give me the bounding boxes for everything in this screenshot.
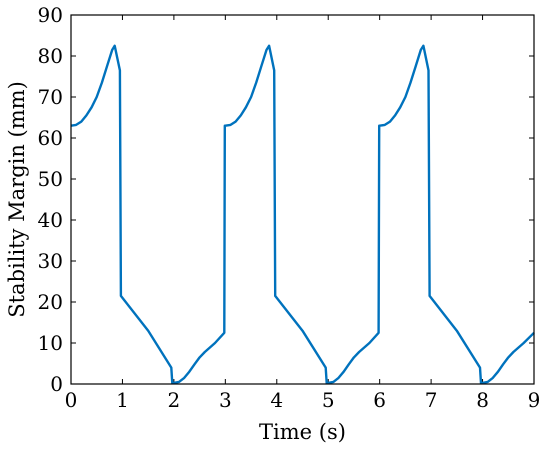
y-axis-label: Stability Margin (mm) bbox=[5, 81, 29, 318]
x-tick-label: 0 bbox=[65, 388, 78, 412]
x-tick-label: 3 bbox=[219, 388, 232, 412]
y-tick-label: 50 bbox=[38, 167, 63, 191]
y-tick-label: 0 bbox=[50, 372, 63, 396]
x-tick-label: 1 bbox=[116, 388, 129, 412]
x-tick-label: 5 bbox=[322, 388, 335, 412]
x-tick-label: 9 bbox=[528, 388, 541, 412]
y-tick-label: 80 bbox=[38, 44, 63, 68]
y-tick-label: 90 bbox=[38, 3, 63, 27]
y-tick-label: 60 bbox=[38, 126, 63, 150]
x-tick-label: 6 bbox=[373, 388, 386, 412]
y-tick-label: 70 bbox=[38, 85, 63, 109]
y-tick-label: 10 bbox=[38, 331, 63, 355]
x-tick-label: 2 bbox=[168, 388, 181, 412]
series-line bbox=[70, 44, 535, 385]
y-tick-label: 20 bbox=[38, 290, 63, 314]
y-tick-label: 40 bbox=[38, 208, 63, 232]
x-tick-label: 4 bbox=[270, 388, 283, 412]
x-tick-label: 7 bbox=[425, 388, 438, 412]
y-tick-label: 30 bbox=[38, 249, 63, 273]
x-tick-label: 8 bbox=[476, 388, 489, 412]
plot-area-frame bbox=[70, 14, 535, 385]
x-axis-label: Time (s) bbox=[259, 420, 346, 444]
